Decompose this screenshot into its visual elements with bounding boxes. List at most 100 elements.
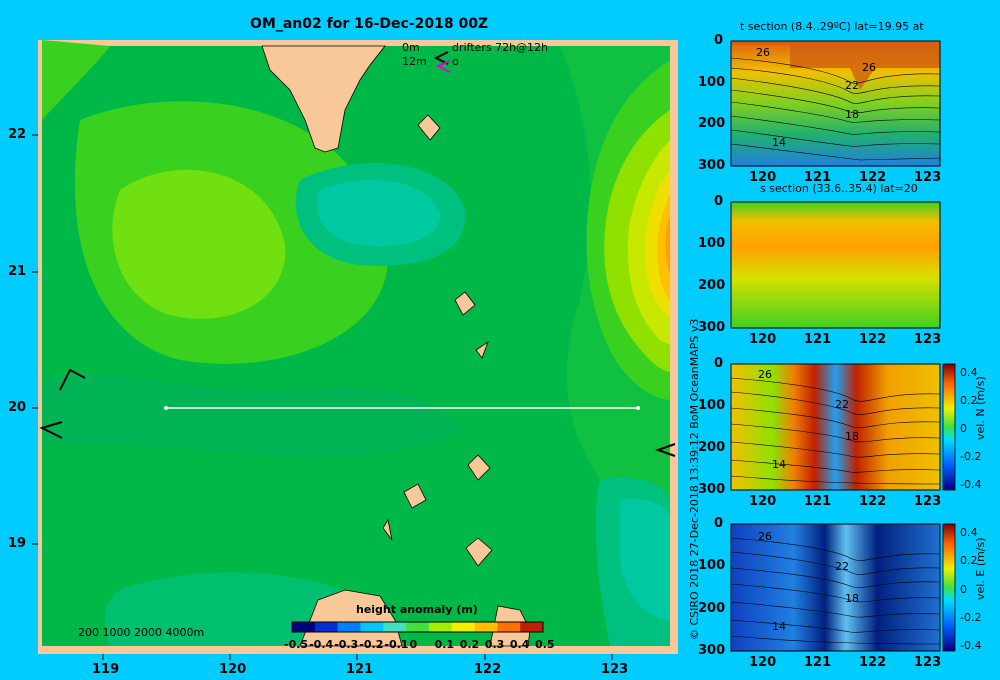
vel-e-contour-label: 18 <box>845 592 859 605</box>
map-x-tick: 123 <box>601 662 629 677</box>
section-panels <box>730 40 956 652</box>
vel-n-contour-label: 26 <box>758 368 772 381</box>
map-x-tick: 119 <box>92 662 120 677</box>
depth-tick-label: 200 <box>698 116 726 132</box>
depth-tick-label: 0 <box>714 194 724 209</box>
vel-colorbar-tick-label: -0.2 <box>960 610 982 624</box>
map-y-ticks <box>32 134 38 545</box>
lon-tick-label: 121 <box>804 332 832 347</box>
lon-tick-label: 123 <box>914 494 942 509</box>
vel-n-contours <box>730 377 941 485</box>
vel-colorbar-tick-label: 0.4 <box>960 366 978 379</box>
t-contour-label: 22 <box>845 79 859 92</box>
depth-tick-label: 300 <box>698 643 726 658</box>
map-y-tick: 19 <box>8 536 27 551</box>
colorbar-tick-label: 0.4 <box>509 638 530 651</box>
vel-e-contour-label: 22 <box>835 560 849 573</box>
map-title: OM_an02 for 16-Dec-2018 00Z <box>250 16 489 32</box>
map-field <box>42 40 670 646</box>
depth-tick-label: 100 <box>698 558 726 574</box>
colorbar-swatch <box>406 622 430 632</box>
vel-colorbar-tick-label: -0.4 <box>960 478 982 491</box>
colorbar-swatch <box>383 622 407 632</box>
colorbar-tick-label: 0.3 <box>484 638 505 651</box>
t-contour-label: 18 <box>845 108 859 121</box>
colorbar-swatch <box>497 622 521 632</box>
drifter-legend-text: drifters 72h@12h <box>452 41 549 54</box>
vel-n-label: vel. N (m/s) <box>974 376 987 440</box>
drifter-legend-12m: 12m <box>402 55 427 68</box>
map-x-tick: 120 <box>219 662 247 677</box>
vel-e-colorbar <box>942 523 956 652</box>
lon-tick-label: 122 <box>859 494 887 509</box>
t-section-contours <box>730 57 941 161</box>
vel-n-contour-label: 14 <box>772 458 786 471</box>
map-y-tick: 22 <box>8 127 27 142</box>
depth-tick-label: 200 <box>698 440 726 455</box>
drifter-legend-o: o <box>452 55 459 68</box>
colorbar-tick-label: -0.4 <box>309 638 334 651</box>
s-section-title: s section (33.6..35.4) lat=20 <box>760 182 918 195</box>
depth-tick-label: 100 <box>698 398 726 413</box>
lon-tick-label: 122 <box>859 170 887 185</box>
colorbar-swatch <box>520 622 544 632</box>
map-x-tick: 121 <box>346 662 374 677</box>
vel-colorbar-tick-label: -0.2 <box>960 450 982 463</box>
colorbar-swatch <box>451 622 476 632</box>
colorbar-tick-label: 0.2 <box>459 638 480 651</box>
colorbar-tick-label: -0.2 <box>359 638 384 651</box>
vel-n-contour-label: 18 <box>845 430 859 443</box>
lon-tick-label: 123 <box>914 332 942 347</box>
depth-tick-label: 0 <box>714 33 724 48</box>
vel-n-contour-label: 22 <box>835 398 849 411</box>
t-contour-label: 14 <box>772 136 786 149</box>
bathymetry-legend: 200 1000 2000 4000m <box>78 626 205 639</box>
depth-tick-label: 300 <box>698 320 726 335</box>
vel-colorbar-tick-label: 0 <box>960 582 967 596</box>
colorbar-swatch <box>337 622 361 632</box>
colorbar-swatch <box>474 622 498 632</box>
lon-tick-label: 123 <box>914 170 942 185</box>
vel-e-label: vel. E (m/s) <box>974 537 987 600</box>
colorbar-tick-label: -0.3 <box>334 638 359 651</box>
colorbar-swatch <box>314 622 339 632</box>
colorbar-tick-label: -0.5 <box>284 638 309 651</box>
map-y-tick: 21 <box>8 264 27 279</box>
colorbar-tick-label: -0.1 <box>384 638 409 651</box>
lon-tick-label: 123 <box>914 655 942 670</box>
lon-tick-label: 122 <box>859 332 887 347</box>
depth-tick-label: 100 <box>698 74 726 90</box>
vel-e-section-field <box>731 524 940 651</box>
vel-colorbar-tick-label: 0.2 <box>960 394 978 407</box>
vel-colorbar-tick-label: 0.4 <box>960 526 978 539</box>
lon-tick-label: 121 <box>804 170 832 185</box>
t-contour-label: 26 <box>756 46 770 59</box>
lon-tick-label: 120 <box>749 494 777 509</box>
depth-tick-label: 0 <box>714 516 724 531</box>
map-x-ticks <box>102 654 613 660</box>
vel-e-contours <box>730 537 941 645</box>
colorbar-title: height anomaly (m) <box>356 603 478 616</box>
t-section-title: t section (8.4..29ºC) lat=19.95 at <box>740 20 924 33</box>
vel-colorbar-tick-label: 0 <box>960 422 967 435</box>
vel-n-colorbar <box>942 363 956 491</box>
vel-colorbar-tick-label: 0.2 <box>960 554 978 568</box>
depth-tick-label: 300 <box>698 158 726 173</box>
map-x-tick: 122 <box>474 662 502 677</box>
depth-tick-label: 100 <box>698 236 726 251</box>
colorbar-tick-label: 0 <box>409 638 418 651</box>
colorbar-swatch <box>428 622 453 632</box>
map-y-tick: 20 <box>8 400 27 415</box>
depth-tick-label: 0 <box>714 356 724 371</box>
lon-tick-label: 120 <box>749 170 777 185</box>
lon-tick-label: 120 <box>749 332 777 347</box>
depth-tick-label: 300 <box>698 482 726 497</box>
s-section-field <box>731 202 940 328</box>
depth-tick-label: 200 <box>698 600 726 616</box>
colorbar-tick-label: 0.5 <box>535 638 555 651</box>
height-anomaly-colorbar <box>291 621 544 633</box>
t-contour-label: 26 <box>862 61 876 74</box>
lon-tick-label: 120 <box>749 655 777 670</box>
vel-colorbar-tick-label: -0.4 <box>960 639 982 652</box>
